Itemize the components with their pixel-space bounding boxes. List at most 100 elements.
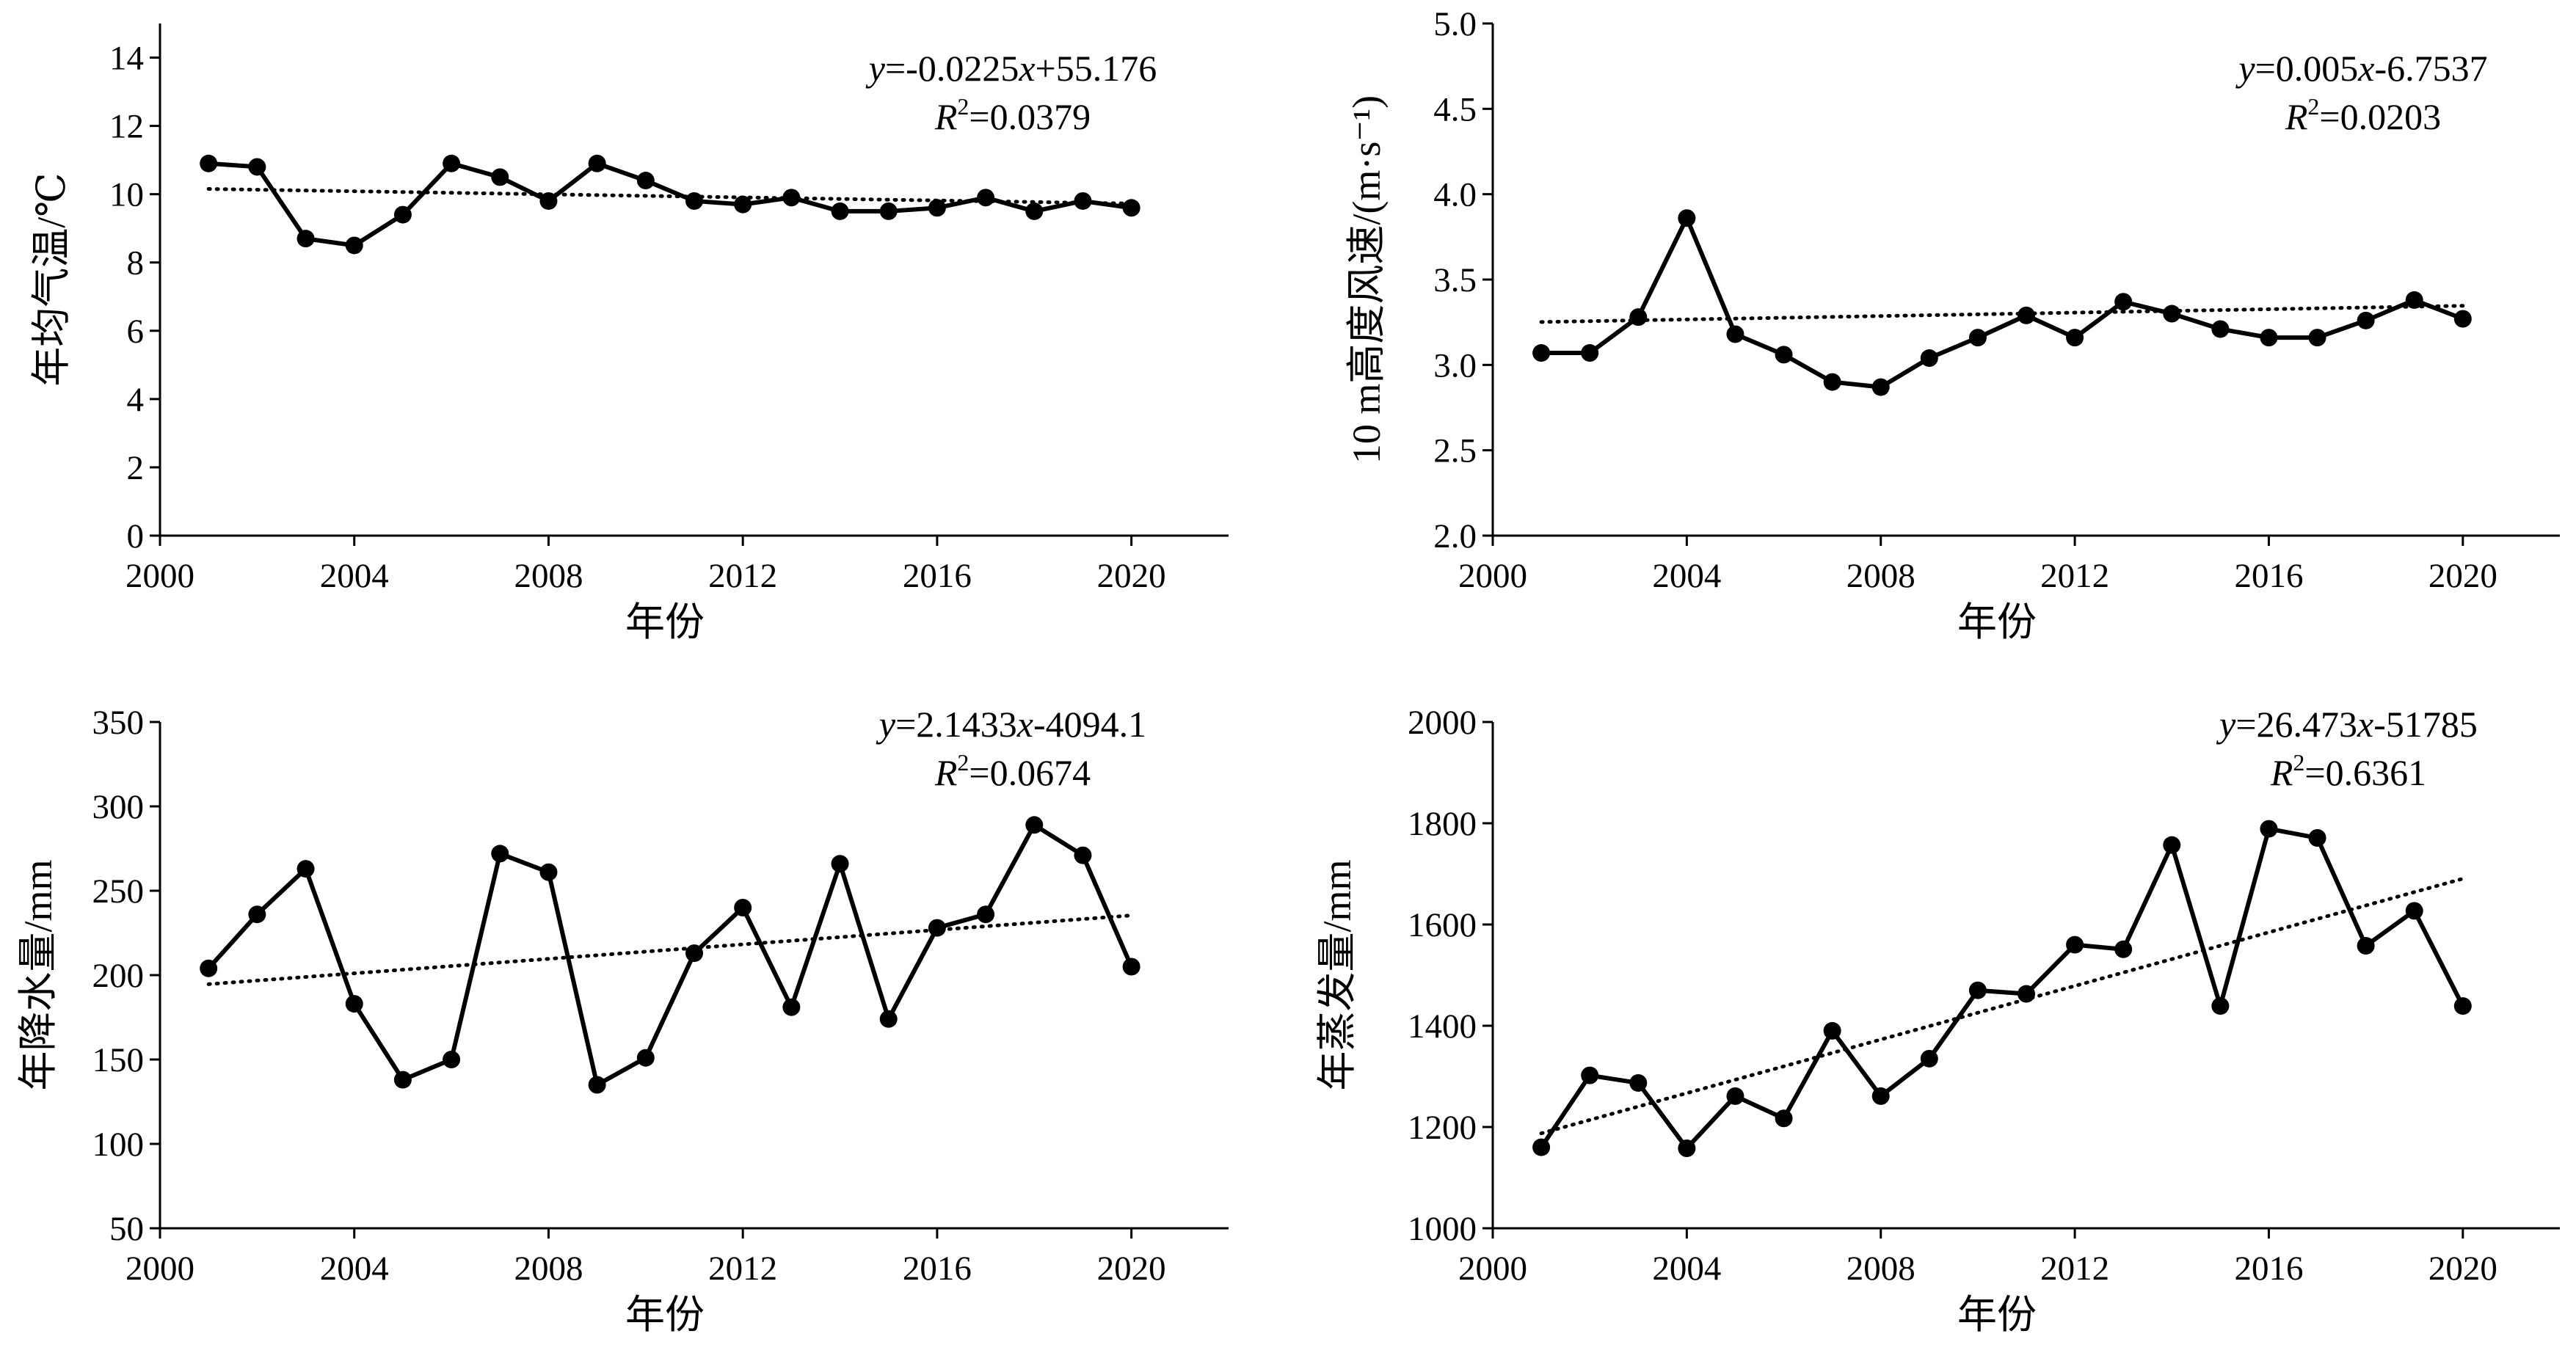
y-tick-label: 6 xyxy=(127,313,145,351)
data-point xyxy=(636,1049,655,1067)
y-tick-label: 4.0 xyxy=(1433,176,1477,214)
x-tick-label: 2008 xyxy=(1847,557,1915,595)
data-point xyxy=(1775,346,1793,364)
y-tick-label: 4.5 xyxy=(1433,90,1477,128)
data-point xyxy=(685,944,703,963)
x-tick-label: 2012 xyxy=(2040,1250,2109,1288)
data-point xyxy=(1678,1139,1696,1157)
r-squared: R2=0.6361 xyxy=(2270,749,2426,793)
chart-panel-bottom-left: 50 100 150 200 250 300 350 2000 2004 2008 2012 2016… xyxy=(16,704,1229,1337)
y-tick-label: 50 xyxy=(109,1210,144,1248)
regression-equation: y=0.005x-6.7537 xyxy=(2235,48,2487,89)
regression-equation: y=2.1433x-4094.1 xyxy=(876,704,1146,745)
data-point xyxy=(200,154,218,172)
r-value: =0.0203 xyxy=(2319,96,2441,137)
data-point xyxy=(1581,344,1599,362)
r-superscript: 2 xyxy=(957,93,969,120)
data-point xyxy=(345,236,363,255)
data-point xyxy=(1775,1109,1793,1128)
r-superscript: 2 xyxy=(2307,93,2319,120)
data-point xyxy=(491,845,509,863)
eq-slope: =0.005 xyxy=(2255,48,2359,89)
data-point xyxy=(1074,192,1092,210)
y-axis-title: 年蒸发量/mm xyxy=(1315,859,1359,1090)
y-axis-title: 年降水量/mm xyxy=(16,859,60,1090)
eq-x-var: x xyxy=(2357,704,2373,745)
x-tick-label: 2000 xyxy=(1458,557,1527,595)
x-tick-label: 2004 xyxy=(1652,557,1721,595)
y-tick-label: 1400 xyxy=(1408,1007,1477,1046)
x-tick-label: 2020 xyxy=(2428,557,2497,595)
x-tick-label: 2020 xyxy=(1097,557,1166,595)
data-point xyxy=(2357,311,2375,329)
x-tick-label: 2012 xyxy=(2040,557,2109,595)
x-tick-label: 2004 xyxy=(1652,1250,1721,1288)
y-tick-label: 2 xyxy=(127,449,145,487)
data-point xyxy=(782,998,801,1016)
y-tick-label: 2000 xyxy=(1408,704,1477,742)
data-point xyxy=(2163,836,2181,854)
r-value: =0.0674 xyxy=(969,752,1091,793)
y-tick-label: 0 xyxy=(127,517,145,555)
y-tick-label: 200 xyxy=(92,957,145,995)
y-tick-label: 1000 xyxy=(1408,1210,1477,1248)
data-point xyxy=(2453,310,2472,328)
data-point xyxy=(393,205,412,224)
r-squared: R2=0.0379 xyxy=(934,93,1091,137)
data-point xyxy=(200,959,218,977)
r-letter: R xyxy=(2285,96,2308,137)
eq-y-var: y xyxy=(876,704,896,745)
eq-intercept: -51785 xyxy=(2373,704,2478,745)
series-line xyxy=(208,161,1132,248)
data-point xyxy=(2017,985,2035,1003)
x-tick-label: 2004 xyxy=(320,1250,389,1288)
x-tick-label: 2004 xyxy=(320,557,389,595)
data-point xyxy=(2308,329,2326,347)
y-tick-label: 1600 xyxy=(1408,906,1477,944)
series-line xyxy=(1541,212,2464,390)
data-point xyxy=(2453,997,2472,1015)
r-value: =0.6361 xyxy=(2304,752,2426,793)
trend-line xyxy=(1539,877,2465,1136)
regression-equation: y=-0.0225x+55.176 xyxy=(865,48,1157,89)
y-axis-title: 10 m高度风速/(m·s⁻¹) xyxy=(1345,95,1389,464)
data-point xyxy=(1871,1087,1890,1105)
data-point xyxy=(1532,1138,1551,1156)
data-point xyxy=(296,230,315,248)
r-squared: R2=0.0674 xyxy=(934,749,1091,793)
eq-y-var: y xyxy=(2235,48,2255,89)
x-tick-label: 2008 xyxy=(1847,1250,1915,1288)
x-axis-title: 年份 xyxy=(1957,1293,2037,1337)
data-point xyxy=(1920,1049,1938,1068)
data-point xyxy=(393,1071,412,1089)
data-point xyxy=(2308,829,2326,847)
y-tick-label: 2.0 xyxy=(1433,517,1477,555)
data-point xyxy=(539,192,558,210)
y-tick-label: 1800 xyxy=(1408,805,1477,843)
trend-line xyxy=(206,913,1134,986)
x-tick-label: 2000 xyxy=(125,1250,194,1288)
x-tick-label: 2016 xyxy=(903,557,972,595)
data-point xyxy=(2260,329,2278,347)
data-point xyxy=(2405,291,2423,309)
x-tick-label: 2020 xyxy=(2428,1250,2497,1288)
data-point xyxy=(928,919,946,937)
r-letter: R xyxy=(2270,752,2293,793)
data-point xyxy=(2357,936,2375,955)
y-tick-label: 4 xyxy=(127,381,145,419)
data-point xyxy=(734,195,752,214)
trend-line xyxy=(1539,304,2465,324)
eq-slope: =-0.0225 xyxy=(885,48,1019,89)
data-point xyxy=(636,172,655,190)
x-axis-title: 年份 xyxy=(625,600,705,644)
data-point xyxy=(345,995,363,1013)
data-point xyxy=(1726,1087,1744,1105)
y-tick-label: 1200 xyxy=(1408,1109,1477,1147)
x-axis-title: 年份 xyxy=(625,1293,705,1337)
x-tick-label: 2000 xyxy=(1458,1250,1527,1288)
series-line xyxy=(206,822,1134,1089)
r-letter: R xyxy=(934,96,958,137)
x-tick-label: 2016 xyxy=(2234,557,2303,595)
data-point xyxy=(1629,1073,1648,1092)
